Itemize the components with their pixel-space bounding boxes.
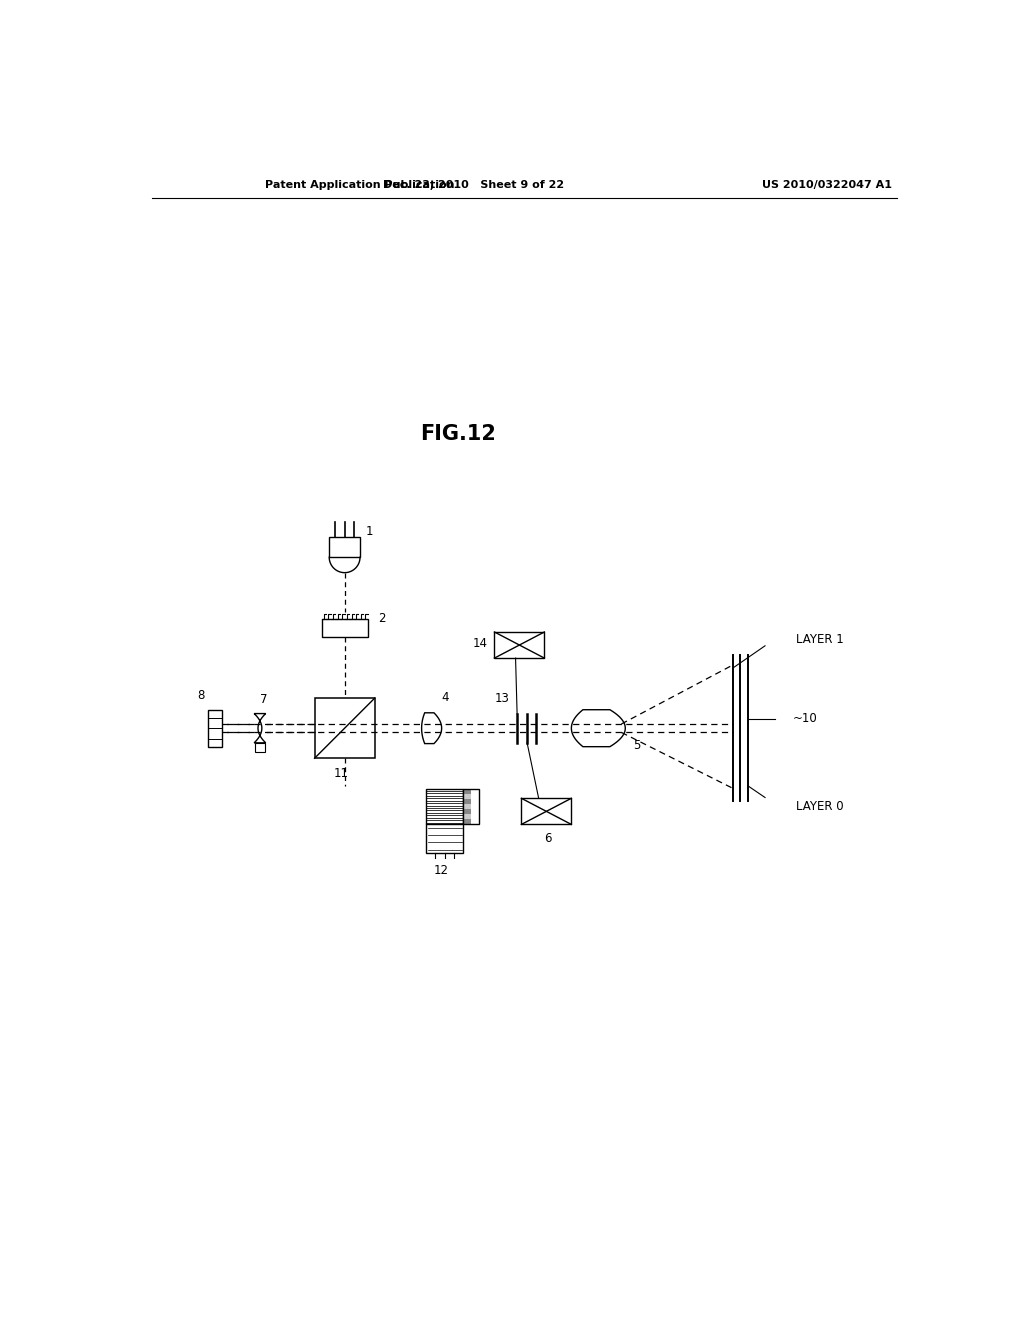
Text: Patent Application Publication: Patent Application Publication bbox=[265, 181, 455, 190]
Text: FIG.12: FIG.12 bbox=[420, 424, 496, 444]
Text: 1: 1 bbox=[366, 524, 373, 537]
Text: 14: 14 bbox=[473, 638, 488, 649]
Text: 5: 5 bbox=[633, 739, 641, 751]
Bar bbox=[463, 795, 471, 800]
Bar bbox=[322, 619, 368, 638]
Polygon shape bbox=[254, 714, 265, 743]
Text: 6: 6 bbox=[544, 832, 552, 845]
Bar bbox=[463, 800, 471, 804]
Text: Dec. 23, 2010   Sheet 9 of 22: Dec. 23, 2010 Sheet 9 of 22 bbox=[383, 181, 564, 190]
Text: 8: 8 bbox=[198, 689, 205, 702]
Text: 13: 13 bbox=[495, 692, 509, 705]
Bar bbox=[426, 824, 463, 853]
Bar bbox=[314, 698, 375, 758]
Text: US 2010/0322047 A1: US 2010/0322047 A1 bbox=[762, 181, 892, 190]
Text: LAYER 0: LAYER 0 bbox=[796, 800, 844, 813]
Bar bbox=[463, 789, 471, 795]
Polygon shape bbox=[571, 710, 626, 747]
Bar bbox=[255, 743, 264, 752]
Text: LAYER 1: LAYER 1 bbox=[796, 634, 844, 647]
Bar bbox=[495, 632, 545, 659]
Bar bbox=[463, 789, 478, 824]
Bar bbox=[463, 809, 471, 814]
Text: 12: 12 bbox=[433, 863, 449, 876]
Text: 11: 11 bbox=[333, 767, 348, 780]
Bar bbox=[426, 789, 463, 824]
Bar bbox=[521, 799, 571, 825]
Bar bbox=[463, 814, 471, 820]
Bar bbox=[208, 710, 222, 747]
Bar bbox=[463, 820, 471, 824]
Polygon shape bbox=[422, 713, 441, 743]
Text: 7: 7 bbox=[260, 693, 267, 706]
Text: ~10: ~10 bbox=[793, 713, 817, 726]
Bar bbox=[463, 804, 471, 809]
Text: 2: 2 bbox=[378, 612, 385, 626]
Bar bbox=[330, 537, 360, 557]
Text: 4: 4 bbox=[441, 690, 449, 704]
